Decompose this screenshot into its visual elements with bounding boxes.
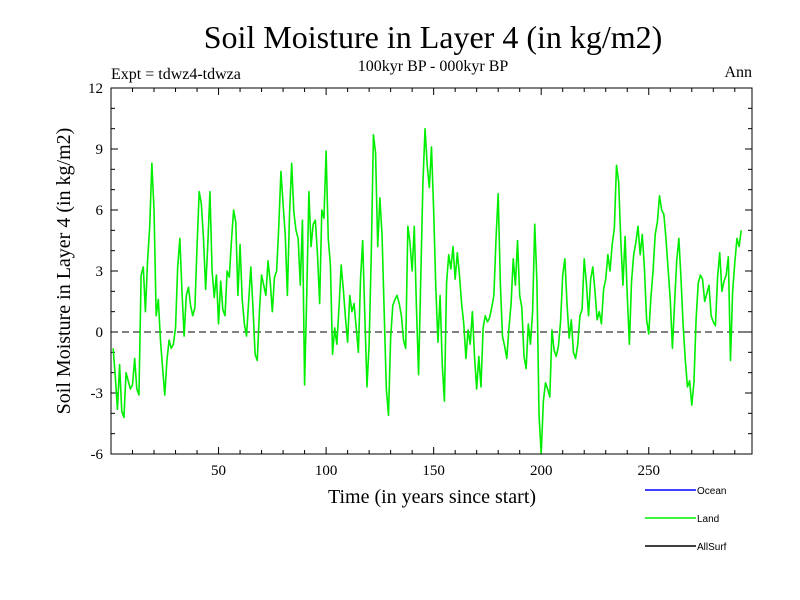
y-tick-label: 6 — [96, 203, 104, 219]
x-tick-label: 50 — [211, 463, 226, 479]
legend-label: Land — [697, 514, 719, 525]
experiment-label: Expt = tdwz4-tdwza — [111, 66, 241, 83]
x-tick-label: 250 — [638, 463, 661, 479]
x-axis-ticks: 50 100 150 200 250 — [132, 88, 736, 479]
y-tick-label: 0 — [96, 325, 104, 341]
legend: Ocean Land AllSurf — [645, 486, 727, 553]
legend-label: AllSurf — [697, 542, 727, 553]
plot-frame — [110, 87, 753, 455]
y-tick-label: 3 — [96, 264, 104, 280]
x-axis-label: Time (in years since start) — [328, 486, 536, 508]
season-label: Ann — [724, 64, 752, 81]
y-tick-label: 12 — [88, 81, 103, 97]
x-tick-label: 150 — [422, 463, 445, 479]
y-tick-label: -6 — [91, 447, 104, 463]
chart-title: Soil Moisture in Layer 4 (in kg/m2) — [204, 19, 663, 55]
x-tick-label: 100 — [315, 463, 338, 479]
y-tick-label: -3 — [91, 386, 104, 402]
y-tick-label: 9 — [96, 142, 104, 158]
y-axis-ticks: -6 -3 0 3 6 9 12 — [88, 81, 752, 463]
x-tick-label: 200 — [530, 463, 553, 479]
chart-subtitle: 100kyr BP - 000kyr BP — [358, 58, 509, 75]
legend-label: Ocean — [697, 486, 726, 497]
y-axis-label: Soil Moisture in Layer 4 (in kg/m2) — [53, 128, 75, 415]
series-land-line — [112, 127, 743, 455]
